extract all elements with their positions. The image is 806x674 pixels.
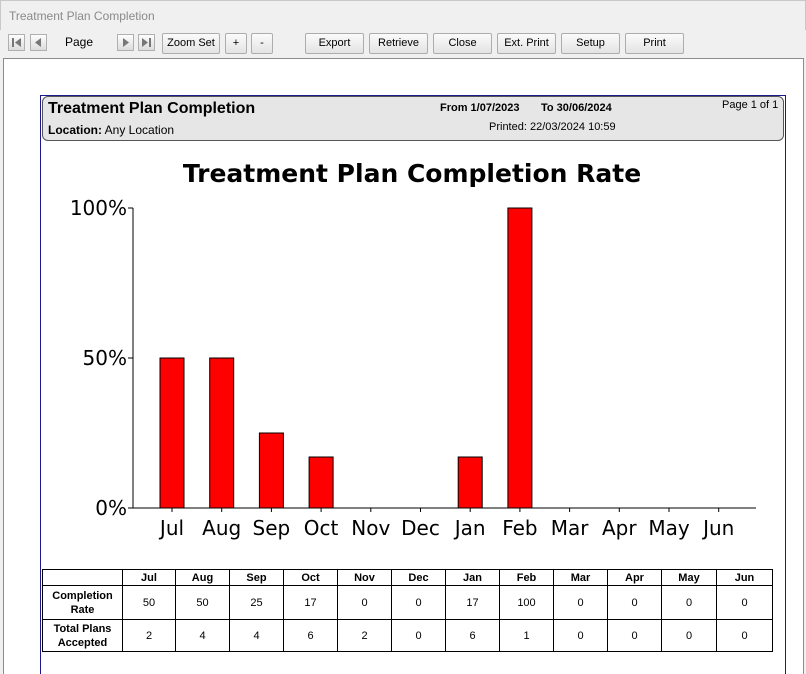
x-tick-label: Feb bbox=[502, 516, 537, 540]
table-cell: 17 bbox=[445, 585, 500, 620]
table-cell: 1 bbox=[499, 619, 554, 652]
table-header-cell: Feb bbox=[499, 569, 554, 586]
table-cell: 0 bbox=[607, 619, 662, 652]
report-page-info: Page 1 of 1 bbox=[722, 99, 779, 111]
table-cell: 0 bbox=[391, 585, 446, 620]
y-tick-label: 0% bbox=[95, 496, 127, 520]
table-cell: 0 bbox=[391, 619, 446, 652]
report-date-to: To 30/06/2024 bbox=[541, 102, 612, 114]
page-label: Page bbox=[65, 35, 94, 49]
table-cell: 2 bbox=[337, 619, 392, 652]
zoom-out-button[interactable]: - bbox=[251, 33, 273, 54]
x-tick-label: Oct bbox=[304, 516, 339, 540]
x-tick-label: Mar bbox=[551, 516, 590, 540]
x-tick-label: Dec bbox=[401, 516, 440, 540]
table-cell: 0 bbox=[553, 619, 608, 652]
table-cell: 0 bbox=[661, 585, 717, 620]
table-corner-cell bbox=[42, 569, 123, 586]
last-page-icon bbox=[142, 38, 151, 47]
table-header-cell: Jul bbox=[122, 569, 176, 586]
bar-sep bbox=[258, 432, 284, 509]
table-cell: 17 bbox=[283, 585, 338, 620]
location-value: Any Location bbox=[104, 123, 175, 137]
completion-data-table: Jul Aug Sep Oct Nov Dec Jan Feb Mar Apr May Jun Com… bbox=[42, 569, 773, 652]
zoom-in-button[interactable]: + bbox=[225, 33, 247, 54]
export-button[interactable]: Export bbox=[305, 33, 364, 54]
table-cell: 0 bbox=[716, 585, 773, 620]
x-tick-label: May bbox=[648, 516, 690, 540]
table-header-cell: May bbox=[661, 569, 717, 586]
report-header bbox=[42, 96, 784, 141]
location-label: Location: bbox=[48, 123, 102, 137]
table-header-cell: Oct bbox=[283, 569, 338, 586]
next-page-icon bbox=[123, 38, 129, 47]
first-page-button[interactable] bbox=[8, 34, 25, 51]
table-cell: 4 bbox=[175, 619, 230, 652]
zoom-set-button[interactable]: Zoom Set bbox=[162, 33, 220, 54]
table-cell: 6 bbox=[283, 619, 338, 652]
next-page-button[interactable] bbox=[117, 34, 134, 51]
x-tick-label: Jan bbox=[453, 516, 486, 540]
bar-jul bbox=[159, 357, 185, 509]
table-row-label: Total Plans Accepted bbox=[42, 619, 123, 652]
bar-aug bbox=[209, 357, 235, 509]
bar-jan bbox=[457, 456, 483, 509]
table-row: Completion Rate 50 50 25 17 0 0 17 100 0 0 0 0 bbox=[42, 585, 773, 620]
x-tick-label: Aug bbox=[202, 516, 241, 540]
table-header-cell: Aug bbox=[175, 569, 230, 586]
ext-print-button[interactable]: Ext. Print bbox=[497, 33, 556, 54]
prev-page-button[interactable] bbox=[30, 34, 47, 51]
table-cell: 4 bbox=[229, 619, 284, 652]
table-header-cell: Apr bbox=[607, 569, 662, 586]
table-cell: 2 bbox=[122, 619, 176, 652]
y-tick-label: 100% bbox=[70, 196, 127, 220]
report-title: Treatment Plan Completion bbox=[48, 100, 256, 117]
table-cell: 0 bbox=[607, 585, 662, 620]
y-tick-label: 50% bbox=[83, 346, 127, 370]
bar-oct bbox=[308, 456, 334, 509]
table-row-label: Completion Rate bbox=[42, 585, 123, 620]
table-header-cell: Jun bbox=[716, 569, 773, 586]
x-tick-label: Sep bbox=[253, 516, 291, 540]
first-page-icon bbox=[12, 38, 21, 47]
table-cell: 100 bbox=[499, 585, 554, 620]
report-printed-date: Printed: 22/03/2024 10:59 bbox=[489, 121, 616, 133]
x-tick-label: Jul bbox=[158, 516, 184, 540]
table-header-cell: Jan bbox=[445, 569, 500, 586]
report-date-from: From 1/07/2023 bbox=[440, 102, 520, 114]
table-header-cell: Nov bbox=[337, 569, 392, 586]
table-cell: 50 bbox=[122, 585, 176, 620]
table-cell: 6 bbox=[445, 619, 500, 652]
x-tick-label: Jun bbox=[701, 516, 734, 540]
bar-feb bbox=[507, 207, 533, 509]
retrieve-button[interactable]: Retrieve bbox=[369, 33, 428, 54]
report-page bbox=[40, 95, 786, 674]
chart-title: Treatment Plan Completion Rate bbox=[183, 159, 641, 188]
table-cell: 50 bbox=[175, 585, 230, 620]
table-header-cell: Sep bbox=[229, 569, 284, 586]
table-row: Total Plans Accepted 2 4 4 6 2 0 6 1 0 0 0 0 bbox=[42, 619, 773, 652]
x-tick-label: Apr bbox=[602, 516, 637, 540]
report-location: Location: Any Location bbox=[48, 123, 174, 137]
prev-page-icon bbox=[35, 38, 41, 47]
table-cell: 0 bbox=[716, 619, 773, 652]
table-cell: 0 bbox=[553, 585, 608, 620]
window-titlebar: Treatment Plan Completion bbox=[0, 0, 806, 30]
table-header-cell: Dec bbox=[391, 569, 446, 586]
table-header-cell: Mar bbox=[553, 569, 608, 586]
setup-button[interactable]: Setup bbox=[561, 33, 620, 54]
print-button[interactable]: Print bbox=[625, 33, 684, 54]
x-tick-label: Nov bbox=[351, 516, 390, 540]
last-page-button[interactable] bbox=[138, 34, 155, 51]
table-cell: 25 bbox=[229, 585, 284, 620]
table-cell: 0 bbox=[661, 619, 717, 652]
table-header-row: Jul Aug Sep Oct Nov Dec Jan Feb Mar Apr May Jun bbox=[42, 569, 773, 586]
table-cell: 0 bbox=[337, 585, 392, 620]
close-button[interactable]: Close bbox=[433, 33, 492, 54]
toolbar: Page Zoom Set + - Export Retrieve Close … bbox=[0, 30, 806, 58]
window-title: Treatment Plan Completion bbox=[9, 9, 155, 23]
